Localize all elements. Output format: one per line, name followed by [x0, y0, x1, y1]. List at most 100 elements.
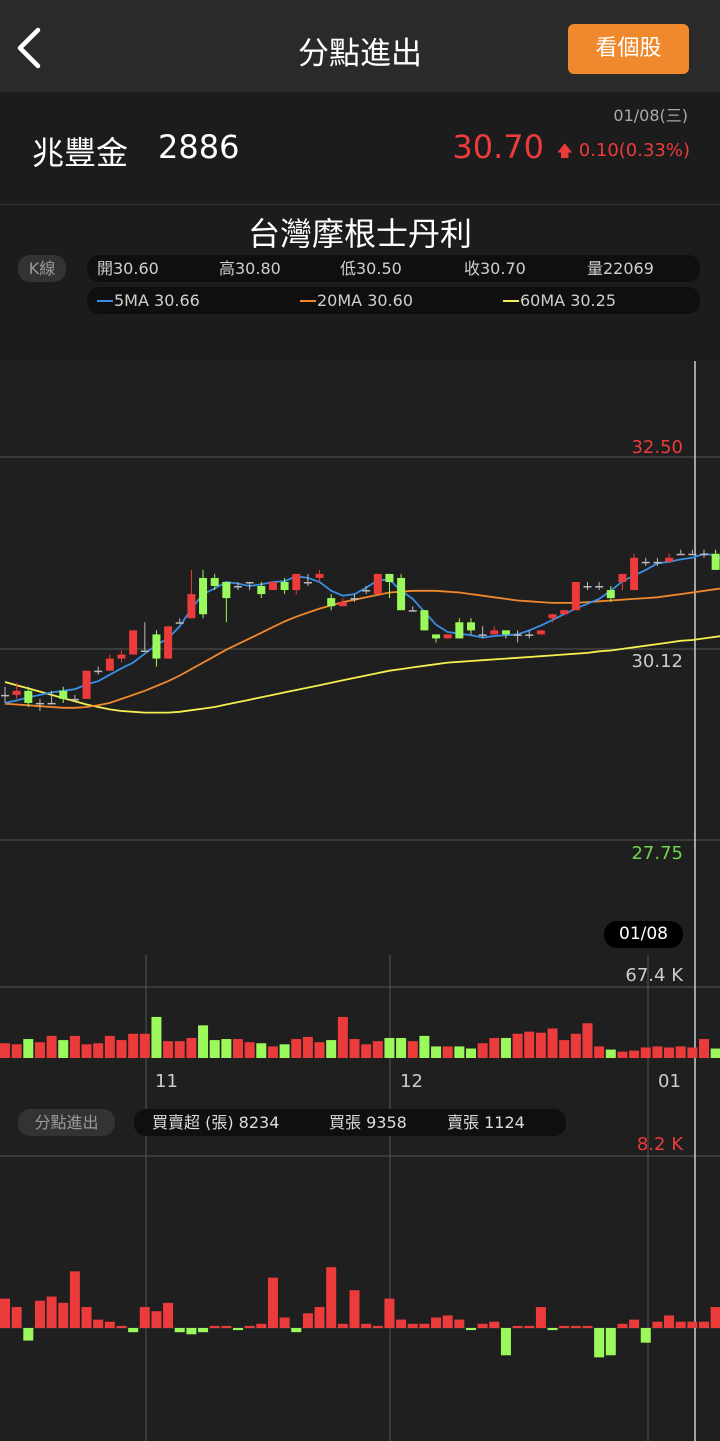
candle-body — [199, 577, 208, 615]
volume-bar — [512, 1033, 523, 1058]
flow-bar — [477, 1323, 488, 1328]
volume-bar — [372, 1041, 383, 1058]
net-buy-sell: 買賣超 (張) 8234 — [152, 1113, 280, 1132]
flow-bar — [221, 1325, 232, 1328]
sell-volume: 賣張 1124 — [447, 1113, 525, 1132]
flow-bar — [116, 1325, 127, 1328]
stock-name: 兆豐金 — [32, 134, 129, 172]
flow-bar — [582, 1325, 593, 1328]
nav-bar: 分點進出 看個股 — [0, 0, 720, 92]
flow-bar — [23, 1328, 34, 1341]
flow-bar — [431, 1317, 442, 1328]
volume-bar — [104, 1035, 115, 1058]
candlesticks — [1, 549, 720, 711]
flow-bar — [605, 1328, 616, 1356]
volume-bar — [710, 1048, 720, 1058]
buy-volume: 買張 9358 — [329, 1113, 407, 1132]
candle-body — [175, 622, 184, 624]
volume-bar — [221, 1039, 232, 1058]
candle-body — [490, 630, 499, 635]
flow-bar — [233, 1328, 243, 1331]
candle-body — [606, 590, 615, 599]
ma-bar: 5MA 30.66 20MA 30.60 60MA 30.25 — [87, 287, 700, 314]
volume-bar — [664, 1047, 675, 1058]
flow-bar — [419, 1323, 430, 1328]
candle-body — [268, 581, 277, 591]
stock-chart[interactable]: 32.50 30.12 27.75 67.4 K 11 12 01 8.2 K — [0, 361, 720, 1441]
up-arrow-icon: 🡅 — [556, 141, 573, 160]
flow-bar — [349, 1290, 360, 1328]
flow-bar — [407, 1323, 418, 1328]
candle-body — [385, 573, 394, 582]
volume-bar — [256, 1043, 267, 1058]
flow-bar — [559, 1325, 570, 1328]
candle-body — [408, 610, 417, 612]
volume-bar — [267, 1046, 278, 1058]
kline-label[interactable]: K線 — [18, 255, 66, 282]
flow-bar — [314, 1307, 325, 1328]
volume-bar — [582, 1023, 593, 1058]
candle-body — [630, 557, 639, 591]
flow-bar — [687, 1321, 698, 1328]
selected-date-tag: 01/08 — [604, 921, 683, 948]
volume-bar — [34, 1042, 45, 1058]
ma20-swatch — [300, 300, 316, 302]
chart-grid — [0, 361, 720, 1441]
view-stock-button[interactable]: 看個股 — [568, 24, 689, 74]
candle-body — [94, 670, 103, 673]
flow-bar — [466, 1328, 476, 1331]
candle-body — [560, 610, 569, 615]
volume-bar — [326, 1040, 337, 1058]
flow-bar — [104, 1321, 115, 1328]
candle-body — [117, 654, 126, 659]
ma5-swatch — [97, 300, 113, 302]
volume-bar — [407, 1041, 418, 1058]
candle-body — [467, 622, 475, 631]
flow-bar — [652, 1321, 663, 1328]
candle-body — [152, 634, 161, 659]
volume-bar — [687, 1047, 698, 1058]
flow-bar — [384, 1298, 395, 1328]
candle-body — [641, 561, 650, 564]
back-arrow-icon[interactable] — [10, 22, 50, 74]
flow-bar — [372, 1325, 383, 1328]
flow-bar — [442, 1315, 453, 1328]
candle-body — [700, 553, 708, 556]
month-label-01: 01 — [658, 1071, 681, 1092]
volume-bar — [617, 1051, 628, 1058]
close-value: 收30.70 — [464, 259, 526, 278]
candle-body — [187, 594, 196, 619]
candle-body — [443, 634, 452, 639]
flow-bar — [0, 1298, 10, 1328]
candle-body — [653, 561, 662, 564]
flow-bar — [512, 1325, 523, 1328]
candle-body — [24, 690, 33, 703]
volume-bar — [244, 1042, 255, 1058]
volume-bar — [279, 1044, 290, 1058]
kline-info-area: 台灣摩根士丹利 K線 開30.60 高30.80 低30.50 收30.70 量… — [0, 205, 720, 361]
candle-body — [12, 690, 21, 695]
price-change-value: 0.10(0.33%) — [578, 140, 690, 161]
candle-body — [1, 694, 9, 697]
flow-bar — [209, 1325, 220, 1328]
candle-body — [432, 634, 441, 639]
candle-body — [595, 586, 604, 588]
flow-bar — [337, 1323, 348, 1328]
flow-bar — [186, 1328, 197, 1335]
flow-bar — [46, 1296, 57, 1328]
moving-average-lines — [4, 552, 720, 714]
volume-bar — [640, 1047, 651, 1058]
volume-bar — [652, 1046, 663, 1058]
month-label-11: 11 — [155, 1071, 178, 1092]
volume-bar — [116, 1040, 127, 1058]
flow-label[interactable]: 分點進出 — [18, 1109, 115, 1136]
high-value: 高30.80 — [219, 259, 281, 278]
candle-body — [303, 581, 312, 584]
volume-bar — [419, 1035, 430, 1058]
volume-bar — [524, 1031, 535, 1058]
flow-summary-bar: 買賣超 (張) 8234 買張 9358 賣張 1124 — [134, 1109, 566, 1136]
candle-body — [455, 622, 464, 639]
candle-body — [525, 634, 534, 636]
price-axis-top: 32.50 — [631, 437, 683, 458]
flow-bar — [267, 1277, 278, 1328]
